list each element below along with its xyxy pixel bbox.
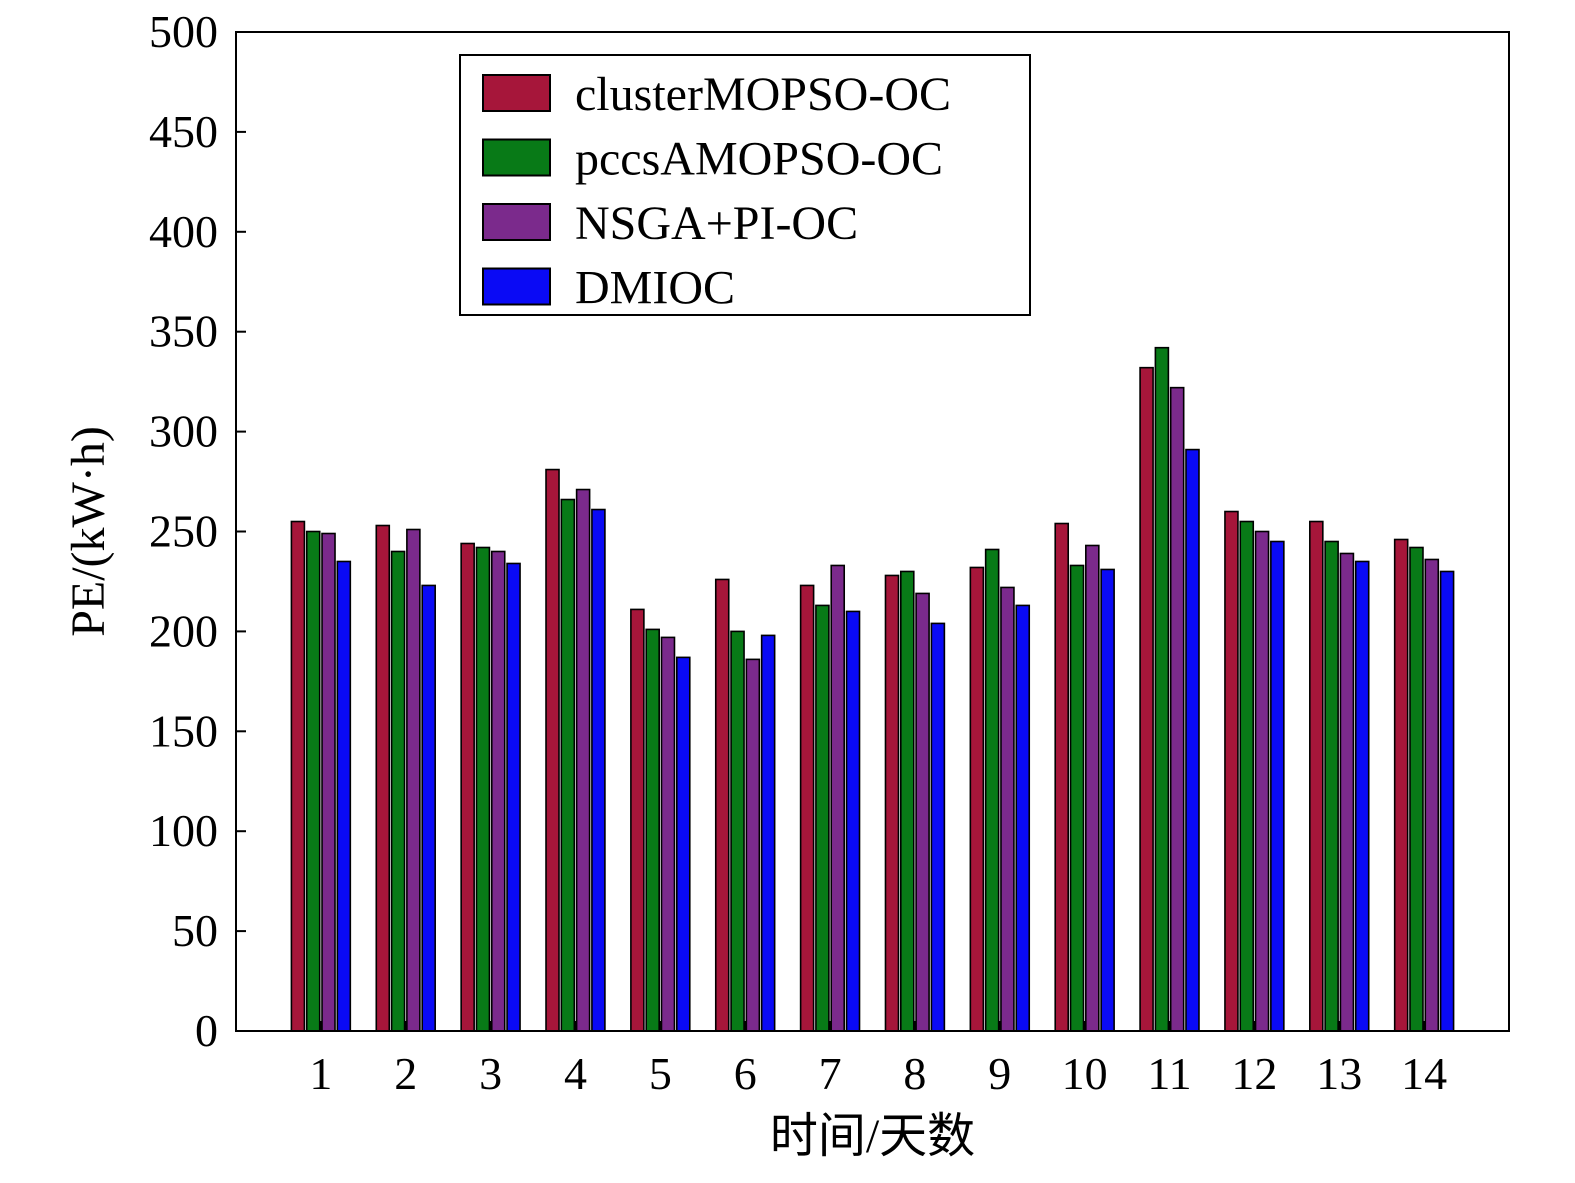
bar	[336, 560, 352, 1032]
y-tick-label: 100	[149, 805, 218, 856]
x-tick-label: 11	[1147, 1048, 1191, 1099]
bar	[321, 532, 336, 1032]
bar	[714, 578, 730, 1032]
bar	[1439, 570, 1455, 1032]
bar	[305, 530, 321, 1032]
bar	[1069, 564, 1085, 1032]
bar	[490, 550, 506, 1032]
y-tick-label: 500	[149, 6, 218, 57]
bar	[1339, 552, 1355, 1032]
x-tick-label: 7	[819, 1048, 842, 1099]
bar	[884, 574, 900, 1032]
x-tick-label: 1	[309, 1048, 332, 1099]
x-tick-label: 5	[649, 1048, 672, 1099]
bar	[1000, 586, 1015, 1032]
legend-swatch	[482, 138, 551, 177]
bar	[1424, 558, 1440, 1032]
bar	[1154, 346, 1170, 1032]
bar	[506, 562, 521, 1032]
y-tick-label: 400	[149, 206, 218, 257]
x-tick-label: 3	[479, 1048, 502, 1099]
legend-label: pccsAMOPSO-OC	[575, 133, 943, 186]
bar	[815, 604, 830, 1032]
bar	[830, 564, 846, 1032]
bar	[375, 524, 391, 1032]
legend-label: DMIOC	[575, 262, 735, 315]
bar	[675, 656, 691, 1032]
bar	[1185, 448, 1200, 1032]
y-tick-label: 450	[149, 106, 218, 157]
x-tick-label: 6	[734, 1048, 757, 1099]
bar	[390, 550, 406, 1032]
legend-swatch	[482, 74, 551, 112]
y-axis-ticks: 0 50 100 150 200 250 300 350 400 450 500	[149, 6, 246, 1056]
bar	[1224, 510, 1239, 1032]
y-axis-label: PE/(kW·h)	[62, 426, 115, 637]
x-axis-label: 时间/天数	[770, 1110, 975, 1163]
x-tick-label: 8	[903, 1048, 926, 1099]
bar	[915, 592, 930, 1032]
legend-label: NSGA+PI-OC	[575, 197, 858, 250]
x-tick-label: 4	[564, 1048, 587, 1099]
bar	[760, 634, 776, 1032]
bar	[290, 520, 306, 1032]
y-tick-label: 50	[172, 905, 218, 956]
bar	[591, 508, 606, 1032]
plot-frame	[235, 31, 1510, 1032]
y-tick-label: 250	[149, 506, 218, 557]
bar	[1054, 522, 1070, 1032]
y-tick-label: 150	[149, 705, 218, 756]
bars	[290, 346, 1455, 1032]
bar	[1354, 560, 1370, 1032]
legend-swatch	[482, 203, 551, 241]
legend: clusterMOPSO-OC pccsAMOPSO-OC NSGA+PI-OC DM…	[459, 54, 1031, 316]
bar	[730, 630, 745, 1032]
bar	[460, 542, 475, 1032]
legend-label: clusterMOPSO-OC	[575, 68, 951, 121]
bar	[560, 498, 576, 1032]
x-tick-label: 10	[1062, 1048, 1108, 1099]
bar	[421, 584, 436, 1032]
x-tick-label: 9	[988, 1048, 1011, 1099]
bar	[1393, 538, 1409, 1032]
bar	[1270, 540, 1285, 1032]
bar	[1239, 520, 1255, 1032]
bar	[1309, 520, 1324, 1032]
bar	[406, 528, 421, 1032]
bar	[930, 622, 946, 1032]
bar	[1015, 604, 1031, 1032]
bar	[1324, 540, 1339, 1032]
bar	[899, 570, 915, 1032]
bar	[1254, 530, 1270, 1032]
bar	[969, 566, 985, 1032]
bar	[575, 488, 591, 1032]
y-tick-label: 350	[149, 306, 218, 357]
legend-box	[459, 54, 1031, 316]
bar	[545, 468, 560, 1032]
x-axis-ticks: 1 2 3 4 5 6 7 8 9 10 11 12 13 14	[309, 1021, 1447, 1099]
bar	[1100, 568, 1115, 1032]
bar	[645, 628, 660, 1032]
bar	[660, 636, 676, 1032]
x-tick-label: 2	[394, 1048, 417, 1099]
bar	[845, 610, 861, 1032]
x-tick-label: 13	[1316, 1048, 1362, 1099]
bar	[984, 548, 1000, 1032]
bar	[1139, 366, 1154, 1032]
y-tick-label: 0	[195, 1005, 218, 1056]
bar	[745, 658, 761, 1032]
bar	[630, 608, 645, 1032]
bar	[799, 584, 815, 1032]
bar	[1169, 386, 1185, 1032]
legend-swatch	[482, 267, 551, 306]
bar	[1085, 544, 1100, 1032]
bar	[1409, 546, 1424, 1032]
y-tick-label: 300	[149, 406, 218, 457]
x-tick-label: 12	[1231, 1048, 1277, 1099]
y-tick-label: 200	[149, 605, 218, 656]
x-tick-label: 14	[1401, 1048, 1447, 1099]
bar	[475, 546, 491, 1032]
